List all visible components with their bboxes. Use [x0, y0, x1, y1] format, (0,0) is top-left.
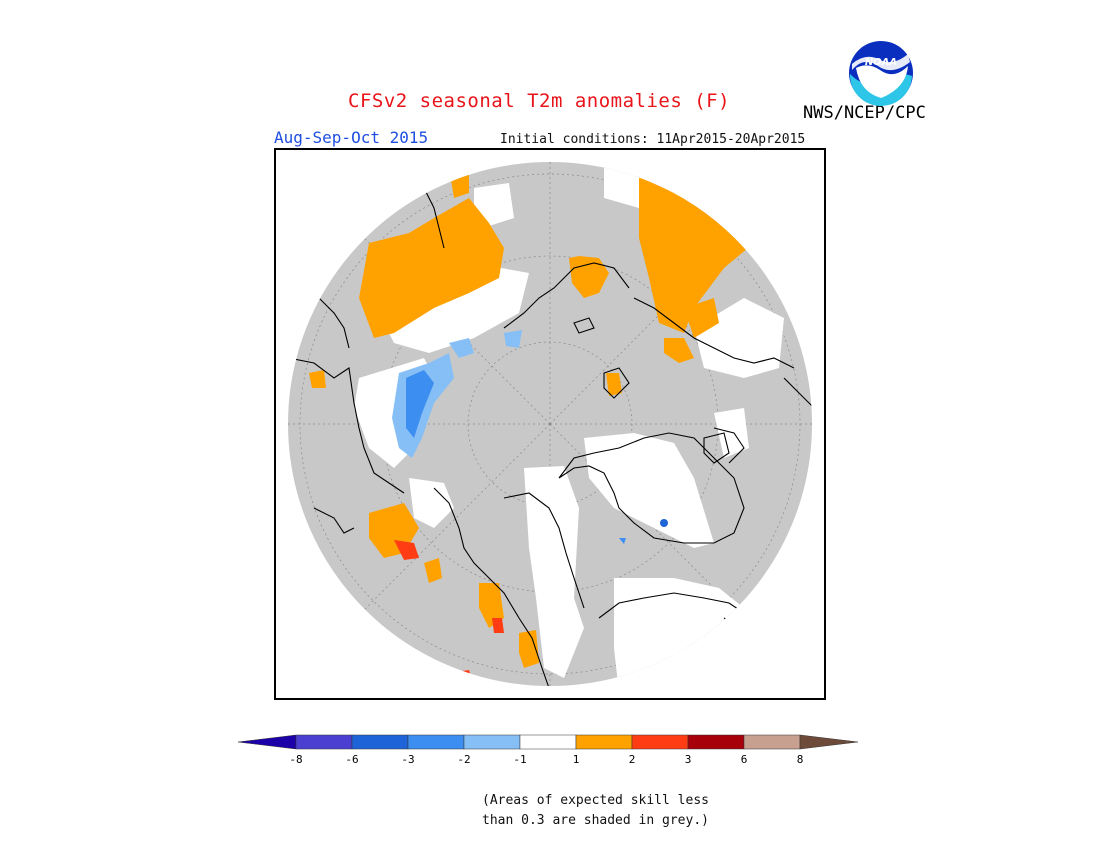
map-title: CFSv2 seasonal T2m anomalies (F): [348, 90, 731, 112]
colorbar-tick-label: -3: [401, 753, 414, 766]
polar-map: [274, 148, 826, 700]
negative-anomaly-regions: [392, 330, 668, 544]
season-label: Aug-Sep-Oct 2015: [274, 128, 429, 147]
colorbar-tick-label: -2: [457, 753, 470, 766]
colorbar-tick-label: -6: [345, 753, 358, 766]
colorbar-bin-high-arrow: [799, 734, 859, 750]
colorbar-bin: [687, 734, 745, 750]
logo-text: NOAA: [865, 57, 897, 68]
skill-note-line1: (Areas of expected skill less: [482, 793, 709, 808]
colorbar-tick-label: -8: [289, 753, 302, 766]
colorbar-tick-label: 1: [573, 753, 580, 766]
map-frame: [274, 148, 826, 700]
colorbar-bin: [407, 734, 465, 750]
colorbar-tick-label: 6: [741, 753, 748, 766]
initial-conditions-label: Initial conditions: 11Apr2015-20Apr2015: [500, 132, 806, 147]
colorbar-tick-label: 3: [685, 753, 692, 766]
colorbar-legend: -8 -6 -3 -2 -1 1 2 3 6 8: [238, 734, 859, 766]
colorbar-tick-label: 8: [797, 753, 804, 766]
colorbar-tick-label: 2: [629, 753, 636, 766]
colorbar-bin: [743, 734, 801, 750]
organization-label: NWS/NCEP/CPC: [803, 103, 926, 123]
outside-disc: [274, 148, 826, 700]
coastlines: [288, 187, 812, 686]
colorbar-bin: [575, 734, 633, 750]
colorbar-bin: [519, 734, 577, 750]
colorbar-bin: [351, 734, 409, 750]
colorbar-tick-label: -1: [513, 753, 526, 766]
colorbar-bin: [295, 734, 353, 750]
skill-note-line2: than 0.3 are shaded in grey.): [482, 813, 709, 828]
colorbar-bin-low-arrow: [238, 734, 297, 750]
noaa-logo: NOAA: [849, 41, 913, 106]
colorbar-bin: [631, 734, 689, 750]
colorbar-bin: [463, 734, 521, 750]
